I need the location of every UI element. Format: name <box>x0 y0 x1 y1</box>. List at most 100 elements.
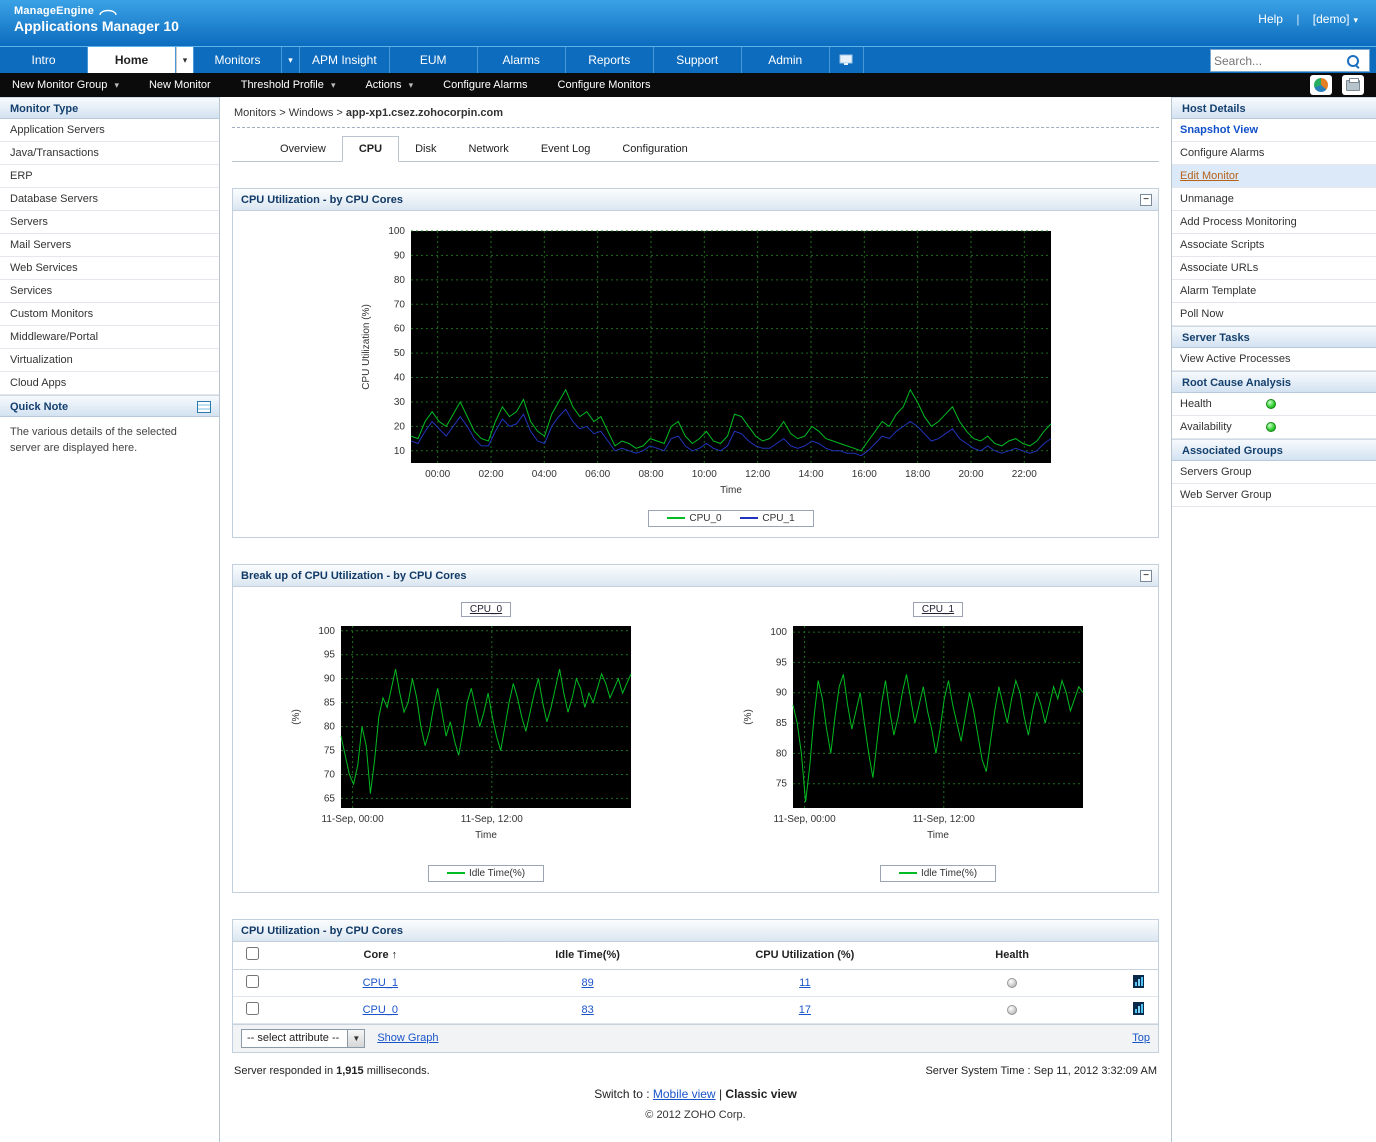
col-header-cpu-utilization[interactable]: CPU Utilization (%) <box>687 942 923 970</box>
host-details-configure-alarms[interactable]: Configure Alarms <box>1172 142 1376 165</box>
tab-network[interactable]: Network <box>468 143 509 155</box>
associated-groups-web-server-group[interactable]: Web Server Group <box>1172 484 1376 507</box>
tab-disk[interactable]: Disk <box>415 143 437 155</box>
nav-tab-monitors[interactable]: Monitors <box>194 47 282 73</box>
mobile-view-link[interactable]: Mobile view <box>652 1086 716 1101</box>
nav-tab-reports[interactable]: Reports <box>566 47 654 73</box>
availability-ok-led-icon[interactable] <box>1266 422 1276 432</box>
idle-time-link[interactable]: 83 <box>581 1003 594 1016</box>
sidebar-item-custom-monitors[interactable]: Custom Monitors <box>0 303 219 326</box>
breadcrumb-monitors[interactable]: Monitors <box>234 107 277 119</box>
rca-availability[interactable]: Availability <box>1172 416 1376 439</box>
row-checkbox[interactable] <box>246 1001 260 1015</box>
host-details-edit-monitor[interactable]: Edit Monitor <box>1172 165 1376 188</box>
svg-text:CPU Utilization (%): CPU Utilization (%) <box>361 304 372 390</box>
cpu-utilization-link[interactable]: 11 <box>799 976 811 989</box>
show-graph-link[interactable]: Show Graph <box>377 1032 439 1044</box>
cpu0-title-row: CPU_0 <box>341 599 631 617</box>
collapse-panel-icon[interactable]: − <box>1140 570 1152 582</box>
threshold-profile-menu[interactable]: Threshold Profile ▾ <box>241 79 336 91</box>
associated-groups-servers-group[interactable]: Servers Group <box>1172 461 1376 484</box>
cpu0-chart-title[interactable]: CPU_0 <box>460 602 512 617</box>
configure-alarms-menu[interactable]: Configure Alarms <box>443 79 528 91</box>
manageengine-swoosh-icon <box>99 9 117 15</box>
row-checkbox[interactable] <box>246 974 260 988</box>
sidebar-item-virtualization[interactable]: Virtualization <box>0 349 219 372</box>
breadcrumb-windows[interactable]: Windows <box>288 107 334 119</box>
idle-time-link[interactable]: 89 <box>581 976 594 989</box>
quick-shortcut-icon[interactable] <box>830 47 864 73</box>
host-details-alarm-template[interactable]: Alarm Template <box>1172 280 1376 303</box>
nav-tab-alarms[interactable]: Alarms <box>478 47 566 73</box>
search-box <box>1210 49 1370 72</box>
server-tasks-view-active-processes[interactable]: View Active Processes <box>1172 348 1376 371</box>
help-link[interactable]: Help <box>1258 12 1283 26</box>
sidebar-item-erp[interactable]: ERP <box>0 165 219 188</box>
brand-top-text: ManageEngine <box>14 5 95 17</box>
sidebar-item-web-services[interactable]: Web Services <box>0 257 219 280</box>
classic-view-link[interactable]: Classic view <box>725 1086 797 1101</box>
svg-text:40: 40 <box>394 373 406 384</box>
search-input[interactable] <box>1214 53 1346 68</box>
tab-configuration[interactable]: Configuration <box>622 143 688 155</box>
root-cause-analysis-header: Root Cause Analysis <box>1172 371 1376 393</box>
core-link[interactable]: CPU_1 <box>362 976 399 989</box>
rca-health[interactable]: Health <box>1172 393 1376 416</box>
host-details-snapshot-view[interactable]: Snapshot View <box>1172 119 1376 142</box>
sidebar-item-services[interactable]: Services <box>0 280 219 303</box>
nav-tab-admin[interactable]: Admin <box>742 47 830 73</box>
monitors-dropdown-caret-icon[interactable]: ▾ <box>282 47 300 73</box>
new-monitor-group-menu[interactable]: New Monitor Group ▾ <box>12 79 119 91</box>
top-link[interactable]: Top <box>1132 1032 1150 1044</box>
cpu1-subchart: CPU_1 75 80 85 90 95 100 11-Sep, 00:00 11-Sep, … <box>693 599 1145 882</box>
attribute-select[interactable]: -- select attribute -- ▼ <box>241 1028 366 1048</box>
host-details-associate-scripts[interactable]: Associate Scripts <box>1172 234 1376 257</box>
edit-monitor-link[interactable]: Edit Monitor <box>1180 170 1239 182</box>
dashboard-pie-button[interactable] <box>1310 75 1332 95</box>
actions-menu[interactable]: Actions ▾ <box>365 79 413 91</box>
nav-tab-support[interactable]: Support <box>654 47 742 73</box>
health-ok-led-icon[interactable] <box>1266 399 1276 409</box>
sidebar-item-database-servers[interactable]: Database Servers <box>0 188 219 211</box>
nav-tab-eum[interactable]: EUM <box>390 47 478 73</box>
sidebar-item-middleware-portal[interactable]: Middleware/Portal <box>0 326 219 349</box>
select-all-checkbox[interactable] <box>246 947 260 961</box>
view-switcher: Switch to : Mobile view | Classic view <box>232 1087 1159 1101</box>
tab-cpu[interactable]: CPU <box>341 136 400 162</box>
core-link[interactable]: CPU_0 <box>362 1003 399 1016</box>
print-button[interactable] <box>1342 75 1364 95</box>
new-monitor-menu[interactable]: New Monitor <box>148 79 211 91</box>
user-menu[interactable]: [demo] ▾ <box>1313 12 1358 26</box>
nav-tab-intro[interactable]: Intro <box>0 47 88 73</box>
idle-line-swatch <box>898 872 917 875</box>
svg-text:20:00: 20:00 <box>958 469 983 480</box>
chevron-down-icon: ▾ <box>1353 15 1358 25</box>
nav-tab-home[interactable]: Home <box>88 47 176 73</box>
view-graph-icon[interactable] <box>1133 1001 1144 1015</box>
tab-overview[interactable]: Overview <box>280 143 326 155</box>
server-response-time: Server responded in 1,915 milliseconds. <box>234 1064 430 1077</box>
collapse-panel-icon[interactable]: − <box>1140 194 1152 206</box>
sidebar-item-application-servers[interactable]: Application Servers <box>0 119 219 142</box>
nav-tab-apm-insight[interactable]: APM Insight <box>300 47 390 73</box>
sidebar-item-java-transactions[interactable]: Java/Transactions <box>0 142 219 165</box>
svg-text:80: 80 <box>776 748 788 759</box>
svg-text:(%): (%) <box>743 709 754 725</box>
view-graph-icon[interactable] <box>1133 974 1144 988</box>
col-header-idle-time[interactable]: Idle Time(%) <box>487 942 688 970</box>
home-dropdown-caret-icon[interactable]: ▾ <box>176 47 194 73</box>
sidebar-item-servers[interactable]: Servers <box>0 211 219 234</box>
sidebar-item-mail-servers[interactable]: Mail Servers <box>0 234 219 257</box>
configure-monitors-menu[interactable]: Configure Monitors <box>557 79 651 91</box>
host-details-unmanage[interactable]: Unmanage <box>1172 188 1376 211</box>
host-details-associate-urls[interactable]: Associate URLs <box>1172 257 1376 280</box>
host-details-add-process-monitoring[interactable]: Add Process Monitoring <box>1172 211 1376 234</box>
cpu-utilization-link[interactable]: 17 <box>798 1003 811 1016</box>
col-header-health[interactable]: Health <box>922 942 1103 970</box>
cpu1-chart-title[interactable]: CPU_1 <box>912 602 964 617</box>
col-header-core[interactable]: Core ↑ <box>272 942 488 970</box>
sidebar-item-cloud-apps[interactable]: Cloud Apps <box>0 372 219 395</box>
host-details-poll-now[interactable]: Poll Now <box>1172 303 1376 326</box>
tab-event-log[interactable]: Event Log <box>540 143 591 155</box>
search-icon[interactable] <box>1346 54 1360 68</box>
